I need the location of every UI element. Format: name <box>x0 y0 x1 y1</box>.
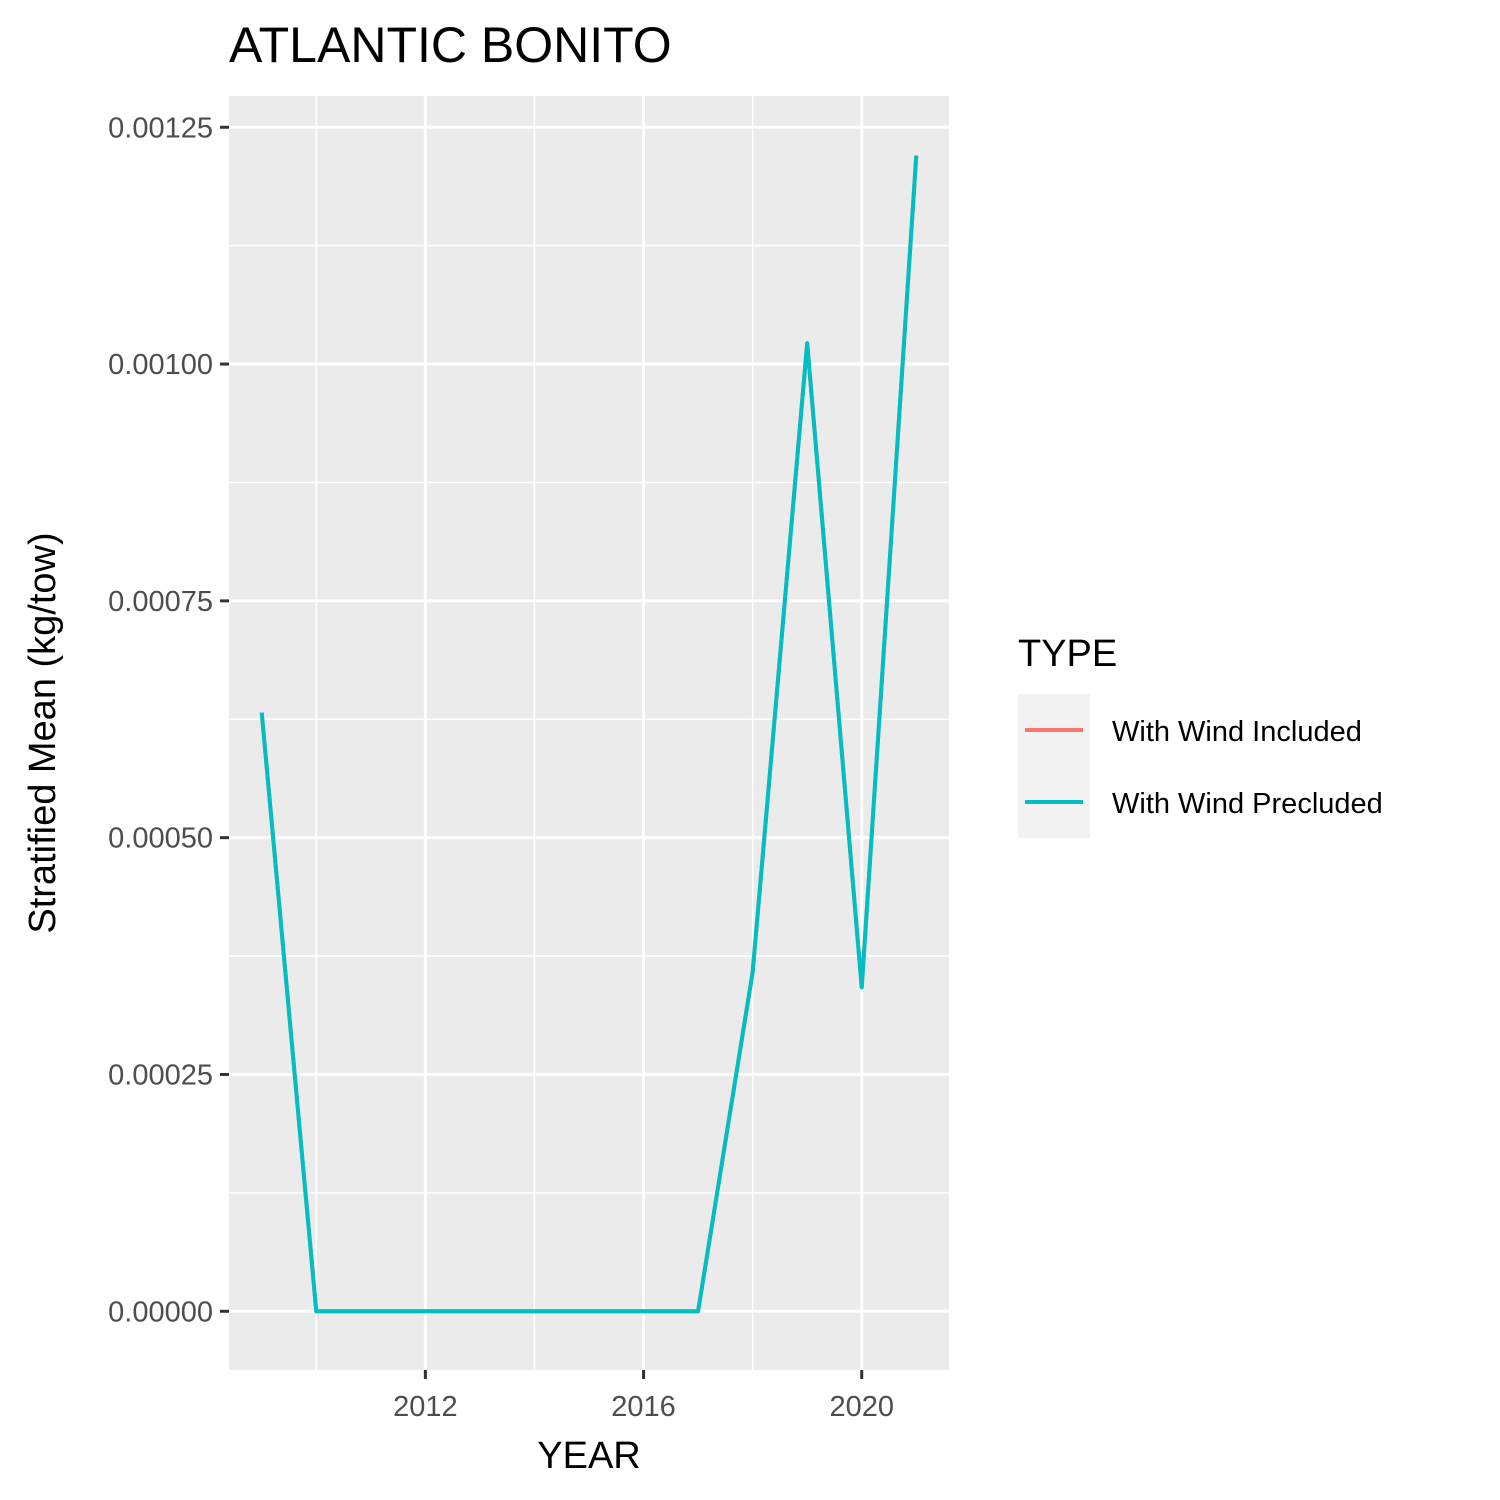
x-axis: 2012 2016 2020 <box>393 1370 894 1423</box>
minor-gridlines <box>229 96 949 1370</box>
y-tick-label: 0.00050 <box>108 823 213 855</box>
legend-key-background <box>1018 694 1090 838</box>
y-tick-label: 0.00125 <box>108 112 213 144</box>
y-tick-label: 0.00000 <box>108 1296 213 1328</box>
legend-title: TYPE <box>1018 633 1117 675</box>
legend: TYPE With Wind Included With Wind Preclu… <box>1018 633 1383 838</box>
y-tick-label: 0.00075 <box>108 586 213 618</box>
y-axis-title: Stratified Mean (kg/tow) <box>22 532 64 933</box>
x-tick-label: 2016 <box>611 1391 676 1423</box>
series-lines <box>259 155 919 1314</box>
y-axis: 0.00000 0.00025 0.00050 0.00075 0.00100 0.001… <box>108 112 229 1328</box>
y-tick-label: 0.00100 <box>108 349 213 381</box>
x-axis-title: YEAR <box>537 1435 640 1477</box>
x-tick-label: 2012 <box>393 1391 458 1423</box>
legend-label-with-wind-precluded: With Wind Precluded <box>1112 788 1383 820</box>
chart-title: ATLANTIC BONITO <box>229 17 672 73</box>
plot-panel <box>229 96 949 1370</box>
y-tick-label: 0.00025 <box>108 1059 213 1091</box>
series-line-with-wind-precluded <box>259 155 919 1314</box>
x-tick-label: 2020 <box>829 1391 894 1423</box>
legend-label-with-wind-included: With Wind Included <box>1112 716 1362 748</box>
